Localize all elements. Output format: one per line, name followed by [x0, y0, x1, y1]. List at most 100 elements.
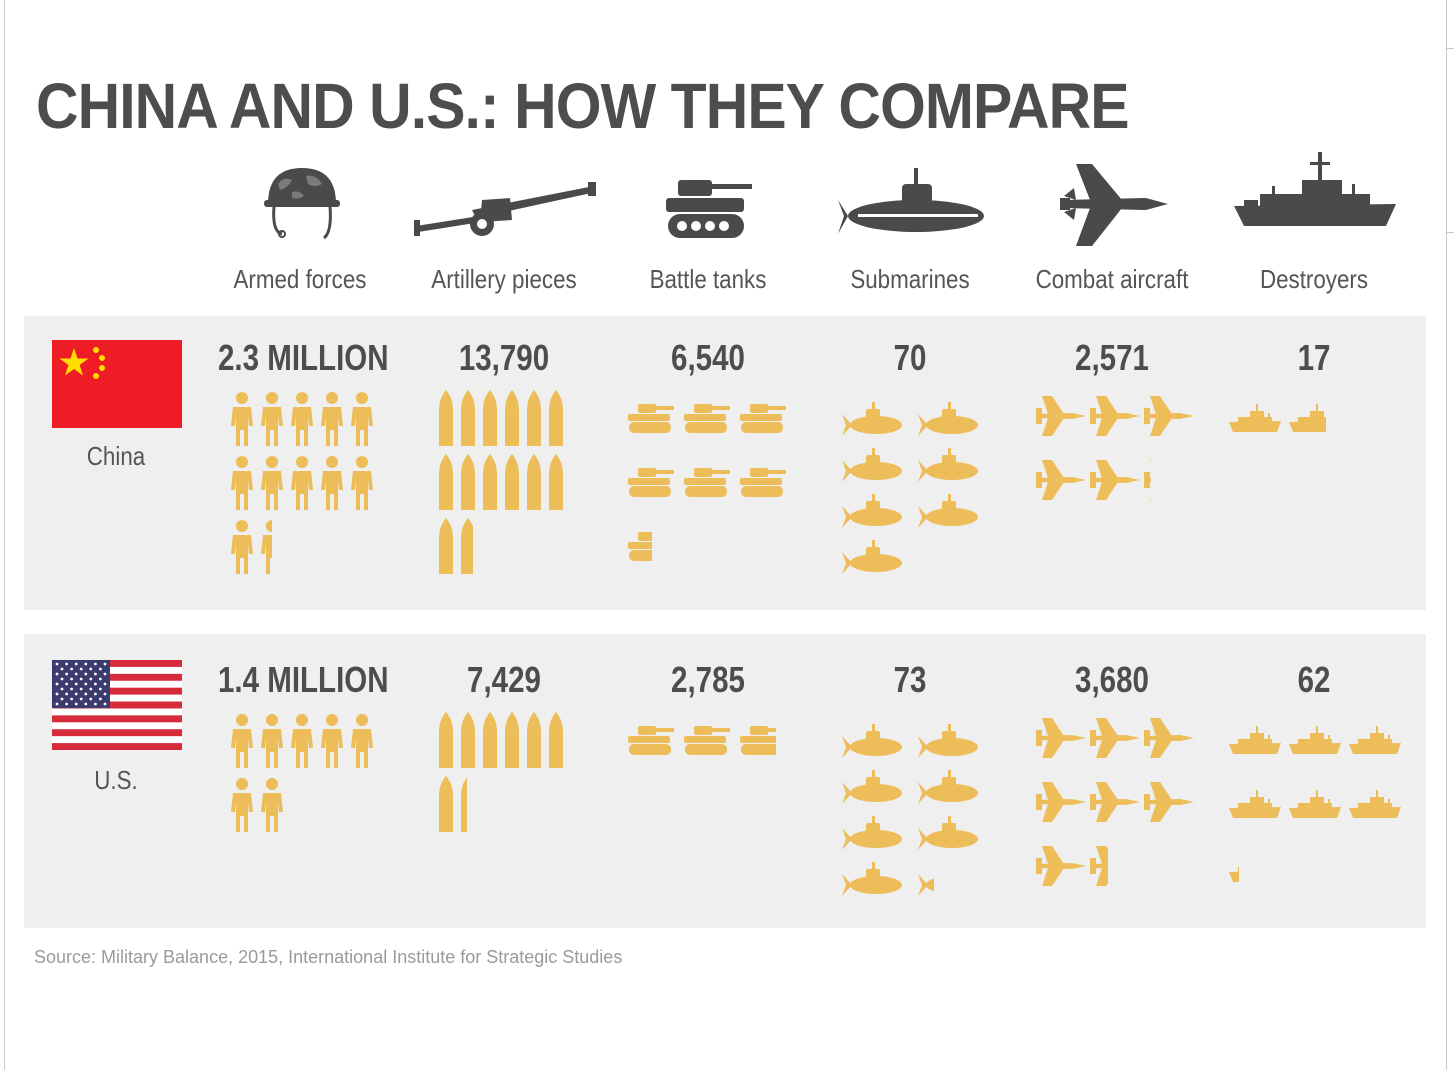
window-border-left [4, 0, 5, 1070]
shell-pictogram [461, 390, 475, 446]
flag-stars [55, 662, 107, 706]
shell-pictogram [439, 390, 453, 446]
sub-pictogram [842, 770, 902, 804]
shell-pictogram [549, 390, 563, 446]
ship-pictogram [1289, 726, 1341, 754]
ship-pictogram-partial [1228, 867, 1239, 882]
submarine-icon [838, 168, 984, 234]
shell-pictogram [505, 390, 519, 446]
person-pictogram [231, 392, 253, 446]
ship-icon [1234, 152, 1396, 226]
shell-pictogram-partial [460, 777, 467, 832]
person-pictogram [291, 456, 313, 510]
country-name: U.S. [94, 765, 138, 795]
jet-pictogram [1036, 782, 1086, 822]
pictogram-group [838, 722, 998, 912]
flag-stripes [52, 660, 182, 750]
value-label: 6,540 [671, 337, 745, 378]
value-label: 2,785 [671, 659, 745, 700]
value-label: 7,429 [467, 659, 541, 700]
china-flag-icon [52, 340, 182, 428]
tank-pictogram [684, 468, 730, 497]
category-label: Artillery pieces [431, 264, 577, 294]
shell-pictogram [483, 712, 497, 768]
ship-pictogram [1349, 790, 1401, 818]
us-row-panel [24, 634, 1426, 928]
value-label: 3,680 [1075, 659, 1149, 700]
ship-pictogram [1349, 726, 1401, 754]
sub-pictogram [918, 402, 978, 436]
jet-pictogram [1144, 782, 1194, 822]
person-pictogram [231, 714, 253, 768]
window-border-tick [1447, 48, 1454, 49]
shell-pictogram [527, 454, 541, 510]
sub-pictogram [842, 540, 902, 574]
person-pictogram [231, 456, 253, 510]
tank-pictogram [740, 468, 786, 497]
category-label: Battle tanks [649, 264, 767, 294]
sub-pictogram [842, 402, 902, 436]
jet-pictogram [1144, 396, 1194, 436]
value-label: 13,790 [458, 337, 550, 378]
ship-pictogram-partial [1288, 404, 1326, 432]
jet-pictogram [1090, 396, 1140, 436]
sub-pictogram [842, 448, 902, 482]
artillery-icon [414, 182, 596, 236]
tank-pictogram-partial [627, 532, 652, 561]
pictogram-group [626, 400, 796, 580]
tank-pictogram [684, 726, 730, 755]
sub-pictogram [918, 770, 978, 804]
jet-icon [1060, 164, 1168, 246]
person-pictogram [291, 392, 313, 446]
shell-pictogram [439, 712, 453, 768]
person-pictogram-partial [261, 520, 272, 574]
pictogram-group [228, 712, 388, 852]
person-pictogram [321, 714, 343, 768]
sub-pictogram [842, 724, 902, 758]
person-pictogram [231, 778, 253, 832]
ship-pictogram [1229, 404, 1281, 432]
shell-pictogram [439, 776, 453, 832]
person-pictogram [351, 392, 373, 446]
value-label: 2.3 MILLION [218, 337, 389, 378]
sub-pictogram [842, 816, 902, 850]
us-flag-icon [52, 660, 182, 750]
tank-pictogram [628, 726, 674, 755]
shell-pictogram [549, 454, 563, 510]
tank-pictogram [740, 404, 786, 433]
pictogram-group [838, 400, 998, 590]
tank-pictogram [628, 404, 674, 433]
category-label: Submarines [850, 264, 970, 294]
pictogram-group [626, 722, 796, 782]
sub-pictogram [842, 862, 902, 896]
window-border-right [1446, 0, 1447, 1070]
shell-pictogram [527, 712, 541, 768]
sub-pictogram [918, 724, 978, 758]
pictogram-group [1036, 396, 1206, 536]
jet-pictogram [1090, 718, 1140, 758]
sub-pictogram [918, 816, 978, 850]
tank-pictogram [628, 468, 674, 497]
value-label: 73 [893, 659, 927, 700]
person-pictogram [351, 714, 373, 768]
sub-pictogram [918, 494, 978, 528]
shell-pictogram [439, 454, 453, 510]
tank-icon [666, 180, 752, 238]
shell-pictogram [527, 390, 541, 446]
shell-pictogram [461, 454, 475, 510]
person-pictogram [261, 456, 283, 510]
shell-pictogram [461, 712, 475, 768]
jet-pictogram [1036, 396, 1086, 436]
value-label: 62 [1297, 659, 1331, 700]
ship-pictogram [1229, 726, 1281, 754]
pictogram-group [1228, 726, 1408, 916]
person-pictogram [261, 714, 283, 768]
category-label: Armed forces [233, 264, 367, 294]
pictogram-group [1036, 718, 1206, 908]
person-pictogram [291, 714, 313, 768]
window-border-tick [1447, 232, 1454, 233]
ship-pictogram [1229, 790, 1281, 818]
ship-pictogram [1289, 790, 1341, 818]
value-label: 70 [893, 337, 927, 378]
tank-pictogram [684, 404, 730, 433]
